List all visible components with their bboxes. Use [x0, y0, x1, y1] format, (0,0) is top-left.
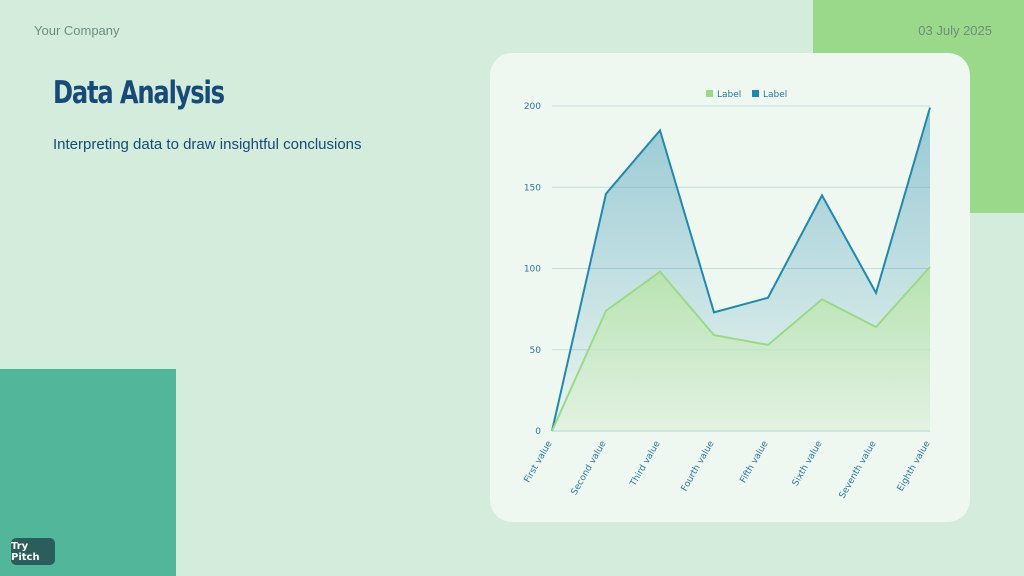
series-line: [551, 107, 931, 432]
x-tick-label: Second value: [570, 439, 609, 497]
area-chart: 0 50 100 150 200 First value Second value Third…: [523, 90, 933, 500]
x-tick-label: Fourth value: [680, 439, 717, 493]
page-title: Data Analysis: [53, 75, 225, 111]
y-tick-label: 100: [524, 265, 541, 275]
x-tick-label: Seventh value: [838, 439, 879, 500]
x-tick-label: Eighth value: [896, 439, 933, 493]
try-pitch-button[interactable]: Try Pitch: [11, 538, 55, 565]
chart-card: 0 50 100 150 200 First value Second value Third…: [490, 53, 970, 522]
page-subtitle: Interpreting data to draw insightful con…: [53, 136, 362, 153]
x-tick-label: Third value: [628, 439, 663, 489]
y-tick-label: 0: [535, 427, 541, 437]
y-tick-label: 200: [524, 102, 541, 112]
legend-label: Label: [717, 90, 741, 100]
legend-swatch: [706, 90, 713, 97]
x-tick-label: Fifth value: [739, 439, 771, 485]
company-name: Your Company: [34, 23, 120, 38]
x-tick-label: First value: [523, 439, 555, 485]
legend-swatch: [752, 90, 759, 97]
legend-label: Label: [763, 90, 787, 100]
series-area: [552, 266, 930, 431]
x-tick-label: Sixth value: [791, 439, 825, 488]
series-line: [551, 266, 931, 432]
slide-date: 03 July 2025: [918, 23, 992, 38]
y-tick-label: 50: [530, 346, 542, 356]
y-tick-label: 150: [524, 183, 541, 193]
